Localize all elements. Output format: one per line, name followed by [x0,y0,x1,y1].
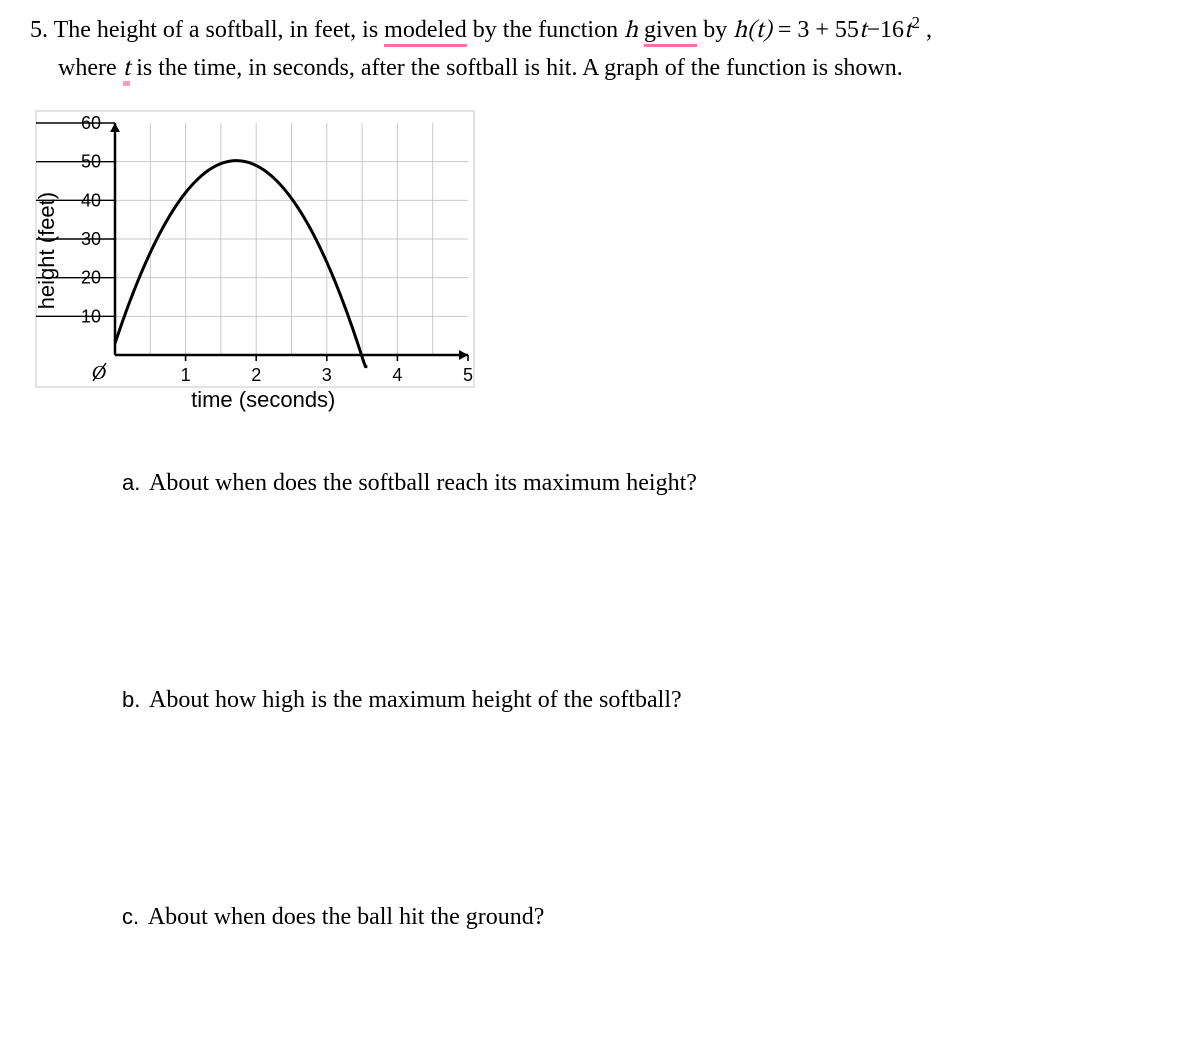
annotated-word-given: given [644,17,697,47]
question-label: c. [122,904,139,929]
text: is the time, in seconds, after the softb… [130,55,903,81]
question-a: a. About when does the softball reach it… [122,470,1170,497]
eq-rhs: 3 + 55 [797,17,859,43]
parabola-chart: 10203040506012345Otime (seconds)height (… [30,105,480,425]
question-text: About when does the ball hit the ground? [148,904,545,930]
eq-lhs: h(t) [733,19,772,43]
text: The height of a softball, in feet, is [54,17,385,43]
question-text: About how high is the maximum height of … [149,687,682,713]
question-c: c. About when does the ball hit the grou… [122,904,1170,931]
question-label: b. [122,687,140,712]
problem-number: 5. [30,17,48,43]
svg-text:time (seconds): time (seconds) [191,387,335,412]
svg-text:height (feet): height (feet) [34,192,59,309]
svg-text:2: 2 [251,365,261,385]
text: , [920,17,932,43]
fn-name: h [624,19,638,43]
eq-t: t [904,19,912,43]
eq-rhs: −16 [867,17,905,43]
text: by [697,17,733,43]
eq-eq: = [772,17,798,43]
question-b: b. About how high is the maximum height … [122,687,1170,714]
svg-text:1: 1 [181,365,191,385]
annotated-word-modeled: modeled [384,17,467,47]
svg-text:3: 3 [322,365,332,385]
question-label: a. [122,470,140,495]
eq-exp: 2 [912,13,920,32]
text: where [58,55,123,81]
eq-t: t [859,19,867,43]
text: by the function [467,17,624,43]
chart-container: 10203040506012345Otime (seconds)height (… [30,105,1170,430]
question-text: About when does the softball reach its m… [149,470,697,496]
svg-text:5: 5 [463,365,473,385]
problem-statement: 5. The height of a softball, in feet, is… [30,10,1170,87]
svg-text:4: 4 [392,365,402,385]
